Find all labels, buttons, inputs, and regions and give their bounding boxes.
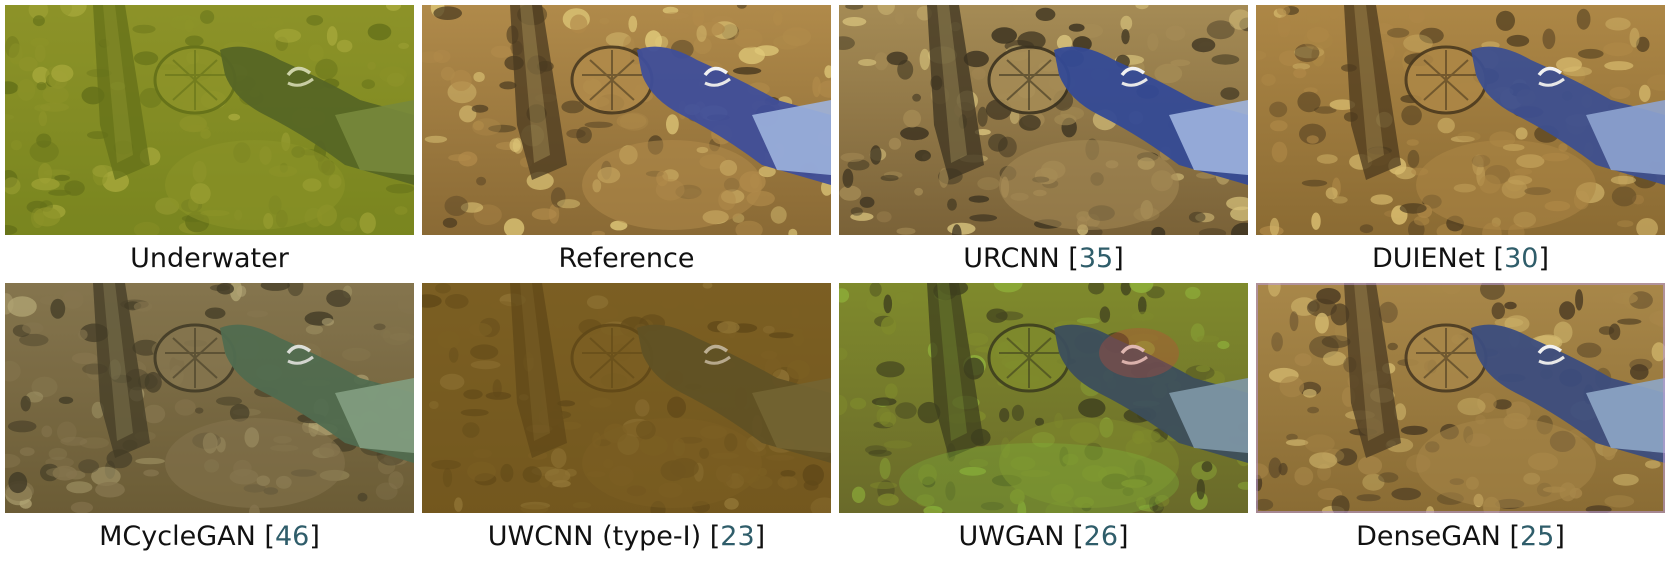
image-panel-duienet <box>1256 5 1665 235</box>
reference-scene-image <box>422 5 831 235</box>
image-panel-underwater <box>5 5 414 235</box>
uwcnn-scene-image <box>422 283 831 513</box>
citation-mcyclegan: 46 <box>274 521 310 552</box>
image-panel-uwgan <box>839 283 1248 513</box>
caption-uwgan: UWGAN [26] <box>958 521 1129 552</box>
citation-uwcnn: 23 <box>720 521 755 552</box>
image-panel-uwcnn <box>422 283 831 513</box>
underwater-scene-image <box>5 5 414 235</box>
caption-duienet: DUIENet [30] <box>1371 243 1549 274</box>
citation-duienet: 30 <box>1504 243 1539 274</box>
densegan-scene-image <box>1256 283 1665 513</box>
uwgan-scene-image <box>839 283 1248 513</box>
citation-densegan: 25 <box>1520 521 1555 552</box>
mcyclegan-scene-image <box>5 283 414 513</box>
caption-uwcnn: UWCNN (type-I) [23] <box>487 521 766 552</box>
image-panel-mcyclegan <box>5 283 414 513</box>
caption-reference: Reference <box>558 243 695 274</box>
urcnn-scene-image <box>839 5 1248 235</box>
image-panel-densegan <box>1256 283 1665 513</box>
caption-densegan: DenseGAN [25] <box>1356 521 1565 552</box>
caption-urcnn: URCNN [35] <box>963 243 1124 274</box>
citation-uwgan: 26 <box>1083 521 1118 552</box>
caption-mcyclegan: MCycleGAN [46] <box>99 521 320 552</box>
image-panel-urcnn <box>839 5 1248 235</box>
duienet-scene-image <box>1256 5 1665 235</box>
caption-underwater: Underwater <box>130 243 289 274</box>
image-panel-reference <box>422 5 831 235</box>
citation-urcnn: 35 <box>1078 243 1114 274</box>
